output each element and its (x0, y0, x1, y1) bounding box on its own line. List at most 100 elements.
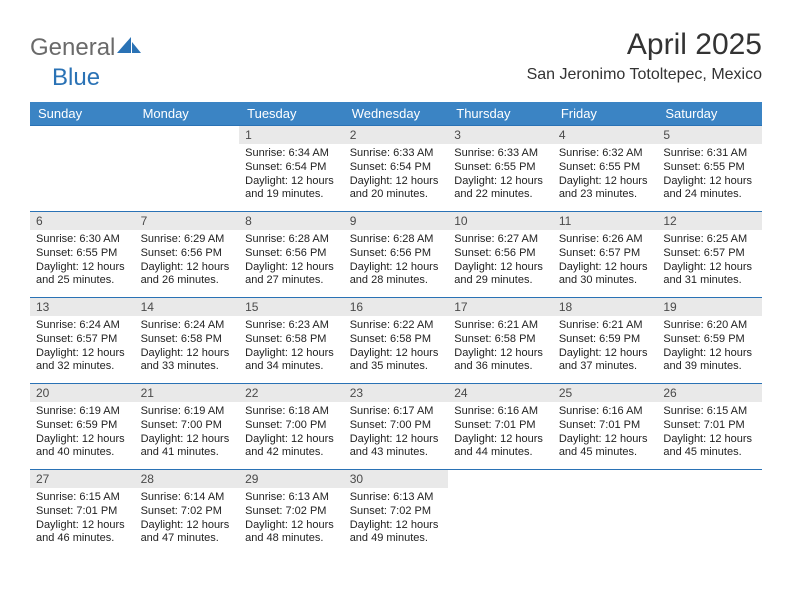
sunset-line: Sunset: 6:59 PM (36, 419, 129, 433)
daylight-line: Daylight: 12 hours and 42 minutes. (245, 433, 338, 461)
daylight-line: Daylight: 12 hours and 23 minutes. (559, 175, 652, 203)
day-details: Sunrise: 6:26 AMSunset: 6:57 PMDaylight:… (553, 230, 658, 288)
weekday-header: Friday (553, 102, 658, 125)
weekday-header: Sunday (30, 102, 135, 125)
calendar-week-row: 6Sunrise: 6:30 AMSunset: 6:55 PMDaylight… (30, 211, 762, 297)
sunset-line: Sunset: 7:02 PM (350, 505, 443, 519)
day-number-bar: 30 (344, 469, 449, 488)
day-number-bar: 23 (344, 383, 449, 402)
sunrise-line: Sunrise: 6:17 AM (350, 405, 443, 419)
calendar-week-row: 1Sunrise: 6:34 AMSunset: 6:54 PMDaylight… (30, 125, 762, 211)
day-number-bar: 27 (30, 469, 135, 488)
day-number-bar-empty (30, 125, 135, 144)
calendar-table: SundayMondayTuesdayWednesdayThursdayFrid… (30, 102, 762, 555)
sunrise-line: Sunrise: 6:18 AM (245, 405, 338, 419)
sunrise-line: Sunrise: 6:33 AM (454, 147, 547, 161)
day-details: Sunrise: 6:19 AMSunset: 7:00 PMDaylight:… (135, 402, 240, 460)
weekday-header: Monday (135, 102, 240, 125)
day-number-bar: 5 (657, 125, 762, 144)
daylight-line: Daylight: 12 hours and 20 minutes. (350, 175, 443, 203)
day-details: Sunrise: 6:32 AMSunset: 6:55 PMDaylight:… (553, 144, 658, 202)
day-details: Sunrise: 6:21 AMSunset: 6:59 PMDaylight:… (553, 316, 658, 374)
calendar-cell: 4Sunrise: 6:32 AMSunset: 6:55 PMDaylight… (553, 125, 658, 211)
daylight-line: Daylight: 12 hours and 30 minutes. (559, 261, 652, 289)
calendar-cell: 27Sunrise: 6:15 AMSunset: 7:01 PMDayligh… (30, 469, 135, 555)
day-number-bar: 25 (553, 383, 658, 402)
sunrise-line: Sunrise: 6:28 AM (245, 233, 338, 247)
calendar-week-row: 13Sunrise: 6:24 AMSunset: 6:57 PMDayligh… (30, 297, 762, 383)
sunset-line: Sunset: 6:55 PM (559, 161, 652, 175)
daylight-line: Daylight: 12 hours and 26 minutes. (141, 261, 234, 289)
day-number-bar: 14 (135, 297, 240, 316)
day-details: Sunrise: 6:20 AMSunset: 6:59 PMDaylight:… (657, 316, 762, 374)
weekday-header: Wednesday (344, 102, 449, 125)
calendar-cell: 8Sunrise: 6:28 AMSunset: 6:56 PMDaylight… (239, 211, 344, 297)
day-details: Sunrise: 6:31 AMSunset: 6:55 PMDaylight:… (657, 144, 762, 202)
sunrise-line: Sunrise: 6:22 AM (350, 319, 443, 333)
day-number-bar: 19 (657, 297, 762, 316)
calendar-cell: 30 Sunrise: 6:13 AMSunset: 7:02 PMDayligh… (344, 469, 449, 555)
day-details: Sunrise: 6:29 AMSunset: 6:56 PMDaylight:… (135, 230, 240, 288)
daylight-line: Daylight: 12 hours and 19 minutes. (245, 175, 338, 203)
calendar-head: SundayMondayTuesdayWednesdayThursdayFrid… (30, 102, 762, 125)
day-details: Sunrise: 6:34 AMSunset: 6:54 PMDaylight:… (239, 144, 344, 202)
calendar-cell: 11Sunrise: 6:26 AMSunset: 6:57 PMDayligh… (553, 211, 658, 297)
sunrise-line: Sunrise: 6:14 AM (141, 491, 234, 505)
sunset-line: Sunset: 7:02 PM (141, 505, 234, 519)
day-details: Sunrise: 6:16 AMSunset: 7:01 PMDaylight:… (448, 402, 553, 460)
daylight-line: Daylight: 12 hours and 31 minutes. (663, 261, 756, 289)
calendar-cell: 2Sunrise: 6:33 AMSunset: 6:54 PMDaylight… (344, 125, 449, 211)
day-details: Sunrise: 6:21 AMSunset: 6:58 PMDaylight:… (448, 316, 553, 374)
weekday-header: Saturday (657, 102, 762, 125)
sunrise-line: Sunrise: 6:13 AM (350, 491, 443, 505)
day-number-bar: 7 (135, 211, 240, 230)
day-number-bar: 10 (448, 211, 553, 230)
sunset-line: Sunset: 6:56 PM (245, 247, 338, 261)
daylight-line: Daylight: 12 hours and 47 minutes. (141, 519, 234, 547)
calendar-cell: 10Sunrise: 6:27 AMSunset: 6:56 PMDayligh… (448, 211, 553, 297)
day-number-bar: 11 (553, 211, 658, 230)
day-number-bar-empty (135, 125, 240, 144)
sunrise-line: Sunrise: 6:32 AM (559, 147, 652, 161)
day-details: Sunrise: 6:24 AMSunset: 6:57 PMDaylight:… (30, 316, 135, 374)
day-details: Sunrise: 6:16 AMSunset: 7:01 PMDaylight:… (553, 402, 658, 460)
sunrise-line: Sunrise: 6:13 AM (245, 491, 338, 505)
day-details: Sunrise: 6:22 AMSunset: 6:58 PMDaylight:… (344, 316, 449, 374)
month-title: April 2025 (527, 28, 762, 62)
daylight-line: Daylight: 12 hours and 41 minutes. (141, 433, 234, 461)
sunrise-line: Sunrise: 6:25 AM (663, 233, 756, 247)
daylight-line: Daylight: 12 hours and 36 minutes. (454, 347, 547, 375)
daylight-line: Daylight: 12 hours and 43 minutes. (350, 433, 443, 461)
calendar-cell: 1Sunrise: 6:34 AMSunset: 6:54 PMDaylight… (239, 125, 344, 211)
daylight-line: Daylight: 12 hours and 35 minutes. (350, 347, 443, 375)
sunset-line: Sunset: 6:58 PM (350, 333, 443, 347)
sunset-line: Sunset: 7:01 PM (36, 505, 129, 519)
calendar-cell: 19Sunrise: 6:20 AMSunset: 6:59 PMDayligh… (657, 297, 762, 383)
sunset-line: Sunset: 6:59 PM (663, 333, 756, 347)
calendar-cell: 5Sunrise: 6:31 AMSunset: 6:55 PMDaylight… (657, 125, 762, 211)
calendar-cell: 21Sunrise: 6:19 AMSunset: 7:00 PMDayligh… (135, 383, 240, 469)
sunrise-line: Sunrise: 6:19 AM (141, 405, 234, 419)
day-number-bar: 21 (135, 383, 240, 402)
calendar-cell (553, 469, 658, 555)
sunrise-line: Sunrise: 6:28 AM (350, 233, 443, 247)
calendar-cell (657, 469, 762, 555)
day-number-bar: 24 (448, 383, 553, 402)
sunrise-line: Sunrise: 6:33 AM (350, 147, 443, 161)
calendar-cell: 25Sunrise: 6:16 AMSunset: 7:01 PMDayligh… (553, 383, 658, 469)
day-number-bar: 6 (30, 211, 135, 230)
sunset-line: Sunset: 6:55 PM (36, 247, 129, 261)
sunset-line: Sunset: 6:56 PM (141, 247, 234, 261)
day-number-bar: 26 (657, 383, 762, 402)
sunrise-line: Sunrise: 6:26 AM (559, 233, 652, 247)
sunset-line: Sunset: 6:54 PM (245, 161, 338, 175)
page: General April 2025 San Jeronimo Totoltep… (0, 0, 792, 555)
daylight-line: Daylight: 12 hours and 49 minutes. (350, 519, 443, 547)
sunset-line: Sunset: 6:54 PM (350, 161, 443, 175)
daylight-line: Daylight: 12 hours and 33 minutes. (141, 347, 234, 375)
calendar-cell: 16Sunrise: 6:22 AMSunset: 6:58 PMDayligh… (344, 297, 449, 383)
day-number-bar-empty (657, 469, 762, 488)
calendar-cell (30, 125, 135, 211)
sunrise-line: Sunrise: 6:16 AM (454, 405, 547, 419)
daylight-line: Daylight: 12 hours and 37 minutes. (559, 347, 652, 375)
